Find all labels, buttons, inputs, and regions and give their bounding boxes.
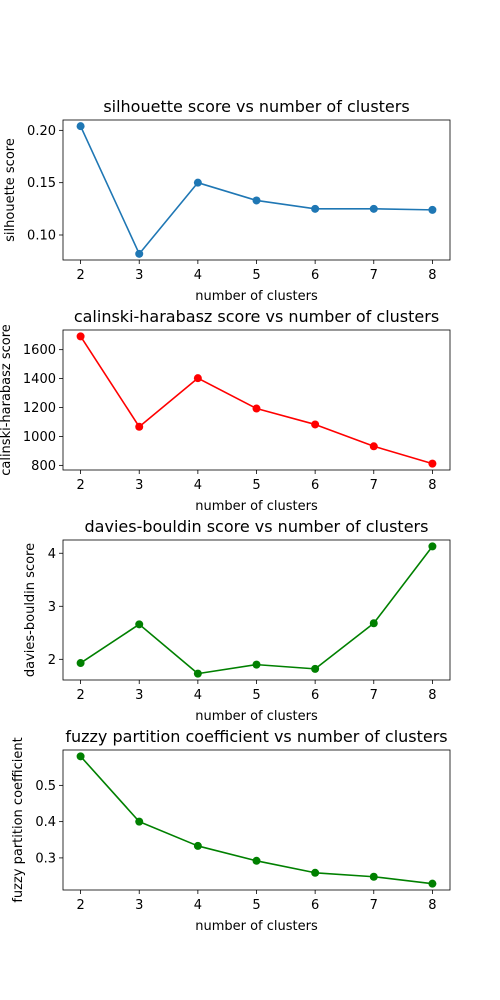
- data-point: [135, 817, 144, 826]
- x-tick-label: 4: [194, 688, 202, 703]
- y-tick-label: 4: [48, 547, 56, 562]
- data-point: [76, 332, 85, 341]
- x-tick-label: 5: [252, 898, 260, 913]
- x-axis-label: number of clusters: [195, 709, 318, 724]
- data-point: [76, 752, 85, 761]
- data-point: [428, 205, 437, 214]
- series-line: [79, 335, 433, 465]
- axes-frame: [62, 749, 451, 891]
- x-tick-label: 7: [370, 478, 378, 493]
- data-point: [311, 420, 320, 429]
- x-tick-label: 2: [76, 898, 84, 913]
- data-point: [193, 669, 202, 678]
- y-tick-label: 0.4: [35, 815, 56, 830]
- subplot-3: davies-bouldin score vs number of cluste…: [23, 517, 451, 724]
- axes-frame: [62, 119, 451, 261]
- x-tick-label: 7: [370, 688, 378, 703]
- x-tick-label: 3: [135, 478, 143, 493]
- y-axis-label: fuzzy partition coefficient: [11, 737, 26, 902]
- x-tick-label: 8: [428, 478, 436, 493]
- x-tick-label: 2: [76, 268, 84, 283]
- data-point: [135, 422, 144, 431]
- y-axis-label: davies-bouldin score: [23, 543, 38, 677]
- y-tick-label: 1600: [23, 343, 56, 358]
- x-tick-label: 6: [311, 688, 319, 703]
- data-point: [311, 664, 320, 673]
- x-tick-label: 5: [252, 268, 260, 283]
- y-tick-label: 0.20: [27, 124, 56, 139]
- data-point: [252, 196, 261, 205]
- data-point: [369, 619, 378, 628]
- y-tick-label: 0.5: [35, 779, 56, 794]
- series-line: [79, 125, 433, 255]
- x-tick-label: 8: [428, 268, 436, 283]
- data-point: [428, 879, 437, 888]
- x-tick-label: 2: [76, 688, 84, 703]
- data-point: [193, 841, 202, 850]
- data-point: [252, 404, 261, 413]
- chart-title: calinski-harabasz score vs number of clu…: [74, 307, 439, 326]
- data-point: [193, 374, 202, 383]
- y-tick-label: 0.15: [27, 176, 56, 191]
- data-point: [428, 459, 437, 468]
- data-point: [252, 660, 261, 669]
- x-tick-label: 5: [252, 688, 260, 703]
- data-point: [369, 204, 378, 213]
- x-tick-label: 6: [311, 478, 319, 493]
- y-tick-label: 0.3: [35, 851, 56, 866]
- y-tick-label: 3: [48, 600, 56, 615]
- data-point: [252, 856, 261, 865]
- x-axis-label: number of clusters: [195, 919, 318, 934]
- data-point: [76, 122, 85, 131]
- x-tick-label: 4: [194, 478, 202, 493]
- y-tick-label: 800: [31, 459, 56, 474]
- y-tick-label: 1200: [23, 401, 56, 416]
- x-tick-label: 7: [370, 898, 378, 913]
- x-tick-label: 4: [194, 268, 202, 283]
- y-tick-label: 1400: [23, 372, 56, 387]
- x-axis-label: number of clusters: [195, 289, 318, 304]
- chart-title: fuzzy partition coefficient vs number of…: [65, 727, 447, 746]
- x-tick-label: 6: [311, 268, 319, 283]
- chart-title: davies-bouldin score vs number of cluste…: [85, 517, 429, 536]
- data-point: [311, 868, 320, 877]
- y-axis-label: calinski-harabasz score: [0, 324, 14, 476]
- axes-frame: [62, 329, 451, 471]
- subplot-4: fuzzy partition coefficient vs number of…: [11, 727, 451, 934]
- y-tick-label: 1000: [23, 430, 56, 445]
- x-tick-label: 6: [311, 898, 319, 913]
- x-tick-label: 3: [135, 268, 143, 283]
- series-line: [80, 545, 434, 675]
- y-tick-label: 2: [48, 653, 56, 668]
- x-tick-label: 2: [76, 478, 84, 493]
- x-tick-label: 5: [252, 478, 260, 493]
- data-point: [369, 442, 378, 451]
- subplot-2: calinski-harabasz score vs number of clu…: [0, 307, 451, 514]
- data-point: [135, 620, 144, 629]
- x-tick-label: 3: [135, 688, 143, 703]
- x-tick-label: 4: [194, 898, 202, 913]
- x-tick-label: 3: [135, 898, 143, 913]
- data-point: [76, 659, 85, 668]
- y-axis-label: silhouette score: [3, 138, 18, 242]
- x-axis-label: number of clusters: [195, 499, 318, 514]
- chart-title: silhouette score vs number of clusters: [103, 97, 409, 116]
- data-point: [428, 542, 437, 551]
- data-point: [193, 178, 202, 187]
- data-point: [369, 872, 378, 881]
- data-point: [135, 249, 144, 258]
- x-tick-label: 8: [428, 688, 436, 703]
- axes-frame: [62, 539, 451, 681]
- y-tick-label: 0.10: [27, 228, 56, 243]
- x-tick-label: 8: [428, 898, 436, 913]
- subplot-1: silhouette score vs number of clusters 2 3…: [3, 97, 451, 304]
- x-tick-label: 7: [370, 268, 378, 283]
- data-point: [311, 204, 320, 213]
